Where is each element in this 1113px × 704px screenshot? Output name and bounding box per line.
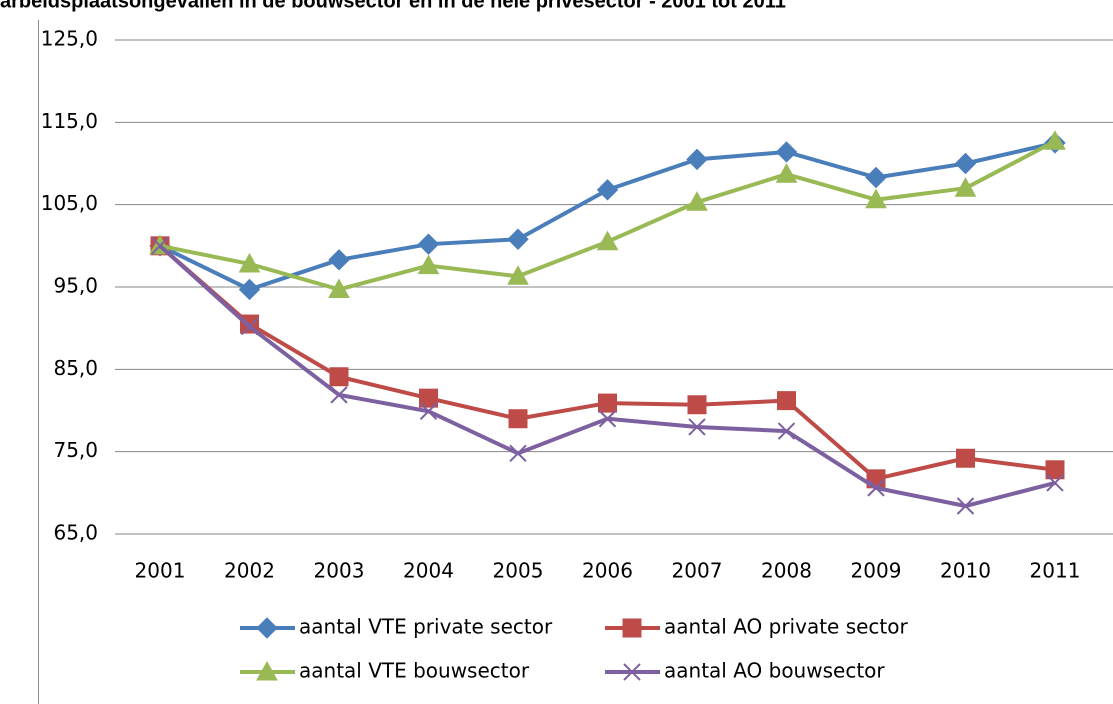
legend-item: aantal AO bouwsector (605, 659, 885, 683)
chart-title: arbeidsplaatsongevallen in de bouwsector… (0, 0, 786, 12)
marker (622, 618, 642, 638)
marker (256, 617, 278, 639)
y-tick-label: 75,0 (53, 438, 98, 462)
marker (956, 448, 975, 468)
marker (1045, 460, 1065, 480)
marker (687, 395, 707, 415)
marker (867, 479, 885, 497)
marker (775, 141, 798, 163)
marker (238, 252, 261, 273)
marker (596, 179, 619, 201)
marker (1046, 474, 1064, 492)
series (149, 130, 1066, 298)
marker (956, 497, 975, 515)
series (149, 132, 1066, 301)
x-tick-label: 2008 (761, 559, 812, 583)
series-line (159, 139, 1056, 292)
legend-label: aantal AO private sector (664, 615, 908, 639)
y-tick-label: 105,0 (41, 191, 98, 215)
marker (419, 388, 438, 408)
x-tick-label: 2005 (493, 559, 544, 583)
legend-item: aantal VTE private sector (240, 615, 553, 639)
marker (623, 663, 641, 681)
x-tick-label: 2003 (314, 559, 365, 583)
x-tick-label: 2001 (135, 559, 186, 583)
marker (954, 152, 977, 175)
x-tick-label: 2007 (672, 559, 723, 583)
marker (328, 278, 350, 298)
legend-label: aantal VTE private sector (299, 615, 553, 639)
marker (598, 410, 617, 428)
legend-label: aantal AO bouwsector (664, 659, 885, 683)
marker (596, 230, 619, 251)
y-tick-label: 65,0 (53, 521, 98, 545)
x-tick-label: 2002 (224, 559, 275, 583)
marker (954, 177, 977, 197)
legend-label: aantal VTE bouwsector (299, 659, 530, 683)
x-tick-label: 2006 (582, 559, 633, 583)
y-tick-label: 125,0 (41, 27, 98, 51)
marker (688, 418, 706, 436)
legend-item: aantal AO private sector (605, 615, 908, 639)
marker (417, 254, 440, 275)
x-tick-label: 2009 (851, 559, 902, 583)
x-tick-label: 2010 (940, 559, 991, 583)
marker (329, 367, 349, 387)
x-tick-label: 2011 (1030, 559, 1081, 583)
series (151, 237, 1064, 515)
marker (507, 228, 529, 250)
marker (1044, 130, 1066, 150)
marker (238, 278, 261, 301)
marker (507, 265, 529, 285)
y-tick-label: 95,0 (53, 274, 98, 298)
marker (419, 402, 438, 421)
marker (777, 391, 796, 411)
marker (509, 444, 527, 463)
marker (775, 163, 798, 183)
marker (151, 237, 169, 255)
series-line (159, 140, 1056, 292)
marker (686, 148, 708, 171)
y-tick-label: 115,0 (41, 109, 98, 133)
marker (330, 386, 348, 404)
marker (256, 660, 278, 681)
marker (328, 249, 350, 271)
marker (240, 317, 259, 336)
marker (686, 191, 708, 211)
marker (777, 422, 796, 440)
marker (417, 233, 440, 255)
legend-item: aantal VTE bouwsector (240, 659, 530, 683)
marker (598, 393, 617, 413)
y-tick-label: 85,0 (53, 356, 98, 380)
marker (508, 409, 528, 429)
marker (865, 188, 887, 209)
marker (865, 166, 887, 189)
x-tick-label: 2004 (403, 559, 454, 583)
